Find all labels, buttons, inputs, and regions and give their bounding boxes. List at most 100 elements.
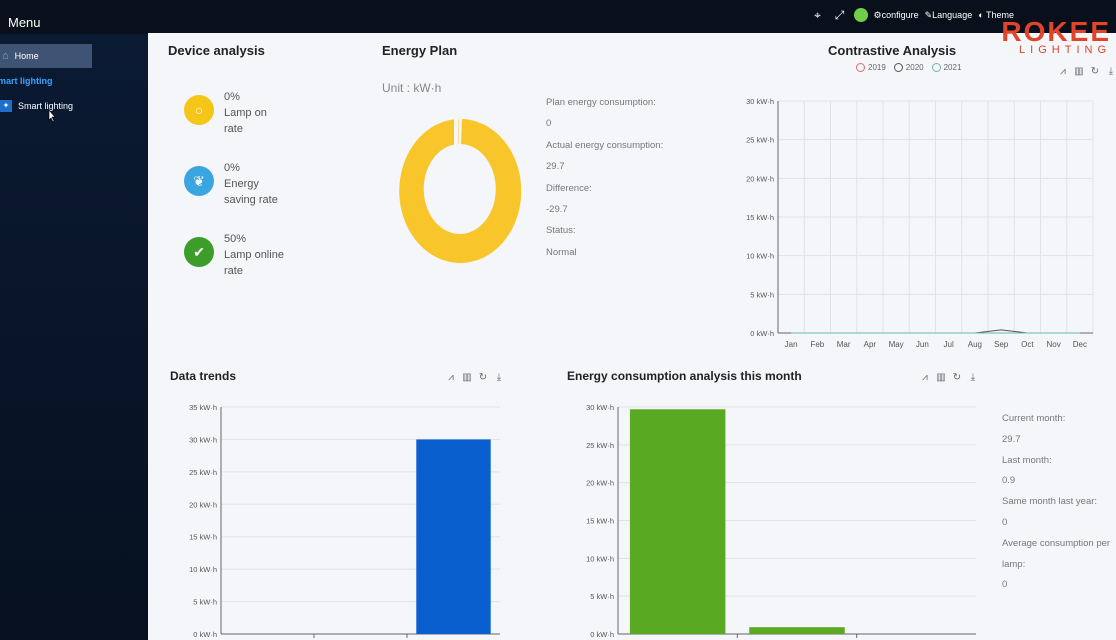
y-tick-label: 15 kW·h [746, 213, 774, 222]
plan-value: Normal [546, 246, 577, 258]
avatar[interactable] [853, 8, 868, 22]
y-tick-label: 5 kW·h [750, 290, 774, 299]
sidebar-item-home[interactable]: ⌂ Home [0, 44, 92, 68]
month-stat-label: Same month last year: [1002, 496, 1098, 508]
x-tick-label: Aug [968, 340, 982, 349]
legend-item[interactable]: 2021 [931, 63, 962, 72]
y-tick-label: 35 kW·h [189, 403, 217, 412]
month-stat-value: 0.9 [1002, 475, 1016, 487]
refresh-icon[interactable]: ↻ [1090, 66, 1100, 77]
y-tick-label: 5 kW·h [193, 598, 217, 607]
x-tick-label: Dec [1073, 340, 1087, 349]
month-stat-value: lamp: [1002, 558, 1026, 570]
legend-marker [856, 63, 865, 72]
month-stat-value: 0 [1002, 579, 1008, 591]
fullscreen-icon[interactable]: ⤢ [834, 8, 845, 22]
plan-value: 0 [546, 118, 552, 130]
home-icon: ⌂ [2, 50, 9, 62]
x-tick-label: Oct [1021, 340, 1034, 349]
bar-chart-icon[interactable]: ▥ [462, 372, 472, 383]
y-tick-label: 30 kW·h [746, 97, 774, 106]
month-stat-value: 0 [1002, 516, 1008, 528]
energy-plan-donut [399, 117, 521, 263]
y-tick-label: 15 kW·h [586, 517, 614, 526]
energy-plan-unit: Unit : kW·h [382, 81, 442, 95]
device-stat: ○ 0% Lamp on rate [184, 91, 286, 137]
sidebar-item-smart-lighting[interactable]: ✦ Smart lighting [0, 100, 73, 112]
y-tick-label: 30 kW·h [189, 435, 217, 444]
legend-label: 2021 [943, 63, 962, 72]
data-trends-title: Data trends [170, 369, 237, 383]
line-chart-icon[interactable]: ⩘ [448, 372, 454, 383]
contrastive-chart: Jan Feb Mar Apr May Jun Jul Aug Sep Oct Nov Dec 0 kW… [746, 97, 1094, 349]
bulb-icon: ✦ [0, 100, 12, 112]
download-icon[interactable]: ⤓ [496, 372, 502, 383]
location-icon[interactable]: ⌖ [814, 8, 821, 22]
legend-label: 2020 [905, 63, 924, 72]
month-analysis-toolbox: ⩘ ▥ ↻ ⤓ [920, 372, 978, 383]
download-icon[interactable]: ⤓ [1108, 66, 1114, 77]
month-analysis-chart: 0 kW·h 5 kW·h 10 kW·h 15 kW·h 20 kW·h 25 kW·h… [586, 403, 976, 639]
bar-chart-icon[interactable]: ▥ [936, 372, 946, 383]
bar [629, 409, 726, 634]
configure-button[interactable]: ⚙configure [873, 9, 919, 20]
data-trends-chart: 0 kW·h 5 kW·h 10 kW·h 15 kW·h 20 kW·h 25 kW·h… [189, 403, 500, 639]
y-tick-label: 25 kW·h [746, 136, 774, 145]
refresh-icon[interactable]: ↻ [478, 372, 488, 383]
y-tick-label: 25 kW·h [586, 441, 614, 450]
stat-value: 0% [224, 162, 240, 174]
bulb-icon: ○ [184, 95, 214, 125]
x-tick-label: May [889, 340, 904, 349]
data-trends-toolbox: ⩘ ▥ ↻ ⤓ [446, 372, 504, 383]
check-icon: ✔ [184, 237, 214, 267]
language-button[interactable]: ✎Language [924, 9, 973, 20]
stat-label: Lamp online rate [224, 249, 284, 277]
x-tick-label: Feb [810, 340, 824, 349]
refresh-icon[interactable]: ↻ [952, 372, 962, 383]
y-tick-label: 10 kW·h [586, 554, 614, 563]
stat-value: 0% [224, 91, 240, 103]
main-panel: Device analysis ○ 0% Lamp on rate ❦ 0% Energy… [148, 33, 1116, 640]
y-tick-label: 5 kW·h [590, 592, 614, 601]
mouse-cursor-icon [48, 110, 56, 122]
line-chart-icon[interactable]: ⩘ [922, 372, 928, 383]
y-tick-label: 20 kW·h [586, 479, 614, 488]
top-bar: Menu ⌖ ⤢ ⚙configure ✎Language ◐ Theme [0, 0, 1116, 34]
y-tick-label: 0 kW·h [750, 329, 774, 338]
legend-item[interactable]: 2019 [856, 63, 886, 72]
y-tick-label: 20 kW·h [189, 500, 217, 509]
bar [749, 627, 845, 634]
y-tick-label: 20 kW·h [746, 174, 774, 183]
device-stat: ✔ 50% Lamp online rate [184, 233, 286, 279]
sidebar-section-label: mart lighting [0, 76, 53, 86]
legend-item[interactable]: 2020 [893, 63, 924, 72]
y-tick-label: 0 kW·h [590, 630, 614, 639]
download-icon[interactable]: ⤓ [970, 372, 976, 383]
month-analysis-details: Current month: 29.7 Last month: 0.9 Same mon… [1002, 413, 1110, 600]
contrastive-title: Contrastive Analysis [828, 43, 957, 58]
y-tick-label: 15 kW·h [189, 533, 217, 542]
top-toolbar: ⌖ ⤢ ⚙configure ✎Language ◐ Theme [810, 7, 1014, 23]
stat-label: Lamp on rate [224, 107, 267, 135]
energy-plan-details: Plan energy consumption: 0 Actual energy c… [546, 97, 663, 268]
stat-label: Energy saving rate [224, 178, 278, 206]
plan-label: Difference: [546, 182, 592, 194]
plan-value: -29.7 [546, 203, 568, 215]
month-stat-label: Current month: [1002, 413, 1066, 424]
bar-chart-icon[interactable]: ▥ [1074, 66, 1084, 77]
plan-label: Plan energy consumption: [546, 97, 656, 108]
bar [416, 439, 491, 634]
x-tick-label: Jun [916, 340, 929, 349]
sidebar: ⌂ Home mart lighting ✦ Smart lighting [0, 34, 148, 640]
x-tick-label: Mar [837, 340, 851, 349]
x-tick-label: Sep [994, 340, 1009, 349]
x-tick-label: Apr [864, 340, 877, 349]
line-chart-icon[interactable]: ⩘ [1060, 66, 1066, 77]
brand-logo: ROKEE LIGHTING [1001, 16, 1111, 57]
stat-value: 50% [224, 233, 247, 245]
theme-button[interactable]: ◐ Theme [978, 10, 1014, 20]
logo-text: ROKEE [1001, 16, 1111, 47]
sidebar-item-label: Home [14, 51, 39, 61]
plan-value: 29.7 [546, 161, 565, 173]
month-stat-label: Average consumption per [1002, 537, 1111, 549]
